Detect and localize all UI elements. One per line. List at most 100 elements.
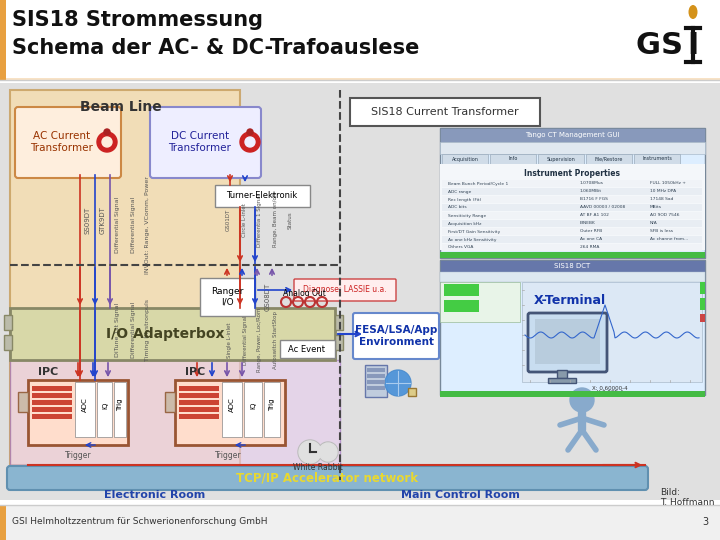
Text: Y: 0.90E-4: Y: 0.90E-4 [596,390,624,395]
Bar [700,298,705,310]
Text: ADC: ADC [229,397,235,413]
Circle shape [104,129,110,135]
Bar [440,272,705,282]
Text: EINEBK: EINEBK [580,221,595,226]
Text: File/Restore: File/Restore [595,157,624,161]
Text: Sensitivity Range: Sensitivity Range [448,213,486,218]
Text: Main Control Room: Main Control Room [400,490,519,500]
Bar [700,314,705,322]
Text: Differentia 1 Signal: Differentia 1 Signal [258,193,263,247]
Text: X-Terminal: X-Terminal [534,294,606,307]
Text: 3: 3 [702,517,708,527]
Text: N/A: N/A [650,221,658,226]
Text: ADC: ADC [82,397,88,413]
Text: Acquisition: Acquisition [451,157,478,161]
Text: First/DT Gain Sensitivity: First/DT Gain Sensitivity [448,230,500,233]
Text: Differential Signal: Differential Signal [130,197,135,253]
Circle shape [385,370,411,396]
Text: GSI Helmholtzzentrum für Schwerionenforschung GmbH: GSI Helmholtzzentrum für Schwerionenfors… [12,517,268,526]
Text: Beam Line: Beam Line [80,100,162,114]
Text: Supervision: Supervision [546,157,575,161]
Bar [165,392,175,412]
Text: Outer RFB: Outer RFB [580,230,602,233]
Bar [442,228,702,235]
FancyBboxPatch shape [528,313,607,372]
Bar [179,393,219,398]
Bar [442,244,702,251]
Text: Electronic Room: Electronic Room [104,490,206,500]
Circle shape [245,137,255,147]
FancyBboxPatch shape [294,279,396,301]
Text: Info: Info [508,157,518,161]
Bar [442,180,702,187]
Text: AC Current
Transformer: AC Current Transformer [30,131,94,153]
Circle shape [240,132,260,152]
Text: Bild:
T. Hoffmann: Bild: T. Hoffmann [660,488,714,508]
Text: SIS18 DCT: SIS18 DCT [554,263,590,269]
Bar [365,365,387,397]
Bar [367,386,385,390]
Bar [522,282,702,382]
Text: AO 9OD 7546: AO 9OD 7546 [650,213,680,218]
Text: Ac channe from...: Ac channe from... [650,238,688,241]
Bar [408,388,416,396]
Text: Turner-Elektronik: Turner-Elektronik [226,192,297,200]
Text: G: G [636,30,660,59]
Bar [440,260,705,272]
Bar [75,382,95,437]
Text: AAVD 00003 / 02008: AAVD 00003 / 02008 [580,206,625,210]
Bar [440,252,705,258]
Bar [10,360,340,465]
Bar [440,391,705,397]
Text: ADC bits: ADC bits [448,206,467,210]
Text: MBits: MBits [650,206,662,210]
Text: SS09DT: SS09DT [85,206,91,234]
Bar [700,282,705,294]
Bar [6,78,720,81]
Text: Diagnose: LASSIE u.a.: Diagnose: LASSIE u.a. [303,286,387,294]
Bar [586,154,632,164]
Text: Trigger: Trigger [65,450,91,460]
Text: SIS18 Current Transformer: SIS18 Current Transformer [372,107,519,117]
Ellipse shape [688,5,698,19]
Bar [0,505,6,540]
Circle shape [102,137,112,147]
Text: White Rabbit: White Rabbit [293,463,343,472]
Text: SIS18 Strommessung: SIS18 Strommessung [12,10,263,30]
Bar [444,284,479,296]
Text: Schema der AC- & DC-Trafoauslese: Schema der AC- & DC-Trafoauslese [12,38,419,58]
Text: AT BF A1 102: AT BF A1 102 [580,213,609,218]
Bar [442,220,702,227]
Text: Timing Klystronpuls: Timing Klystronpuls [145,299,150,361]
Bar [538,154,584,164]
Bar [0,0,6,80]
Bar [440,128,705,258]
Bar [0,505,720,540]
Text: DC Current
Transformer: DC Current Transformer [168,131,231,153]
Bar [280,340,335,358]
Bar [367,380,385,384]
Text: SFB is less: SFB is less [650,230,673,233]
Bar [440,128,705,142]
Text: Rec length (Fit): Rec length (Fit) [448,198,481,201]
Bar [4,335,12,350]
Text: Tango CT Management GUI: Tango CT Management GUI [525,132,619,138]
Bar [548,378,576,383]
Text: GS08DT: GS08DT [265,283,271,311]
Bar [179,407,219,412]
FancyBboxPatch shape [15,107,121,178]
Bar [4,315,12,330]
Bar [18,392,28,412]
Bar [557,370,567,378]
Bar [32,393,72,398]
Bar [440,260,705,395]
Bar [179,386,219,391]
Bar [28,380,128,445]
Bar [179,414,219,419]
Text: Others VGA: Others VGA [448,246,473,249]
FancyBboxPatch shape [353,313,439,359]
Circle shape [570,388,594,412]
Text: IQ: IQ [250,401,256,409]
Bar [350,98,540,126]
Bar [367,368,385,372]
